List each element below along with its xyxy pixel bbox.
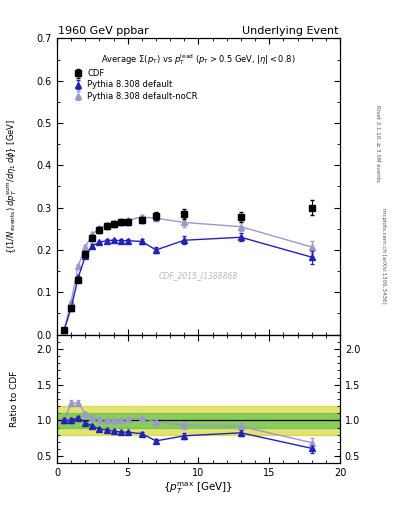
Text: 1960 GeV ppbar: 1960 GeV ppbar xyxy=(58,26,149,36)
X-axis label: $\{p_T^{\rm max}$ [GeV]$\}$: $\{p_T^{\rm max}$ [GeV]$\}$ xyxy=(163,481,233,497)
Text: Rivet 3.1.10, ≥ 3.5M events: Rivet 3.1.10, ≥ 3.5M events xyxy=(375,105,380,182)
Y-axis label: Ratio to CDF: Ratio to CDF xyxy=(10,371,19,427)
Text: mcplots.cern.ch [arXiv:1306.3436]: mcplots.cern.ch [arXiv:1306.3436] xyxy=(381,208,386,304)
Text: Average $\Sigma(p_{\rm T})$ vs $p_{\rm T}^{\rm lead}$ $(p_{\rm T} > 0.5$ GeV, $|: Average $\Sigma(p_{\rm T})$ vs $p_{\rm T… xyxy=(101,52,296,67)
Text: CDF_2015_I1388868: CDF_2015_I1388868 xyxy=(159,271,238,280)
Y-axis label: $\{(1/N_{\rm events})\; dp_T^{\rm sum}/d\eta_1\, d\phi\}$ [GeV]: $\{(1/N_{\rm events})\; dp_T^{\rm sum}/d… xyxy=(5,119,19,254)
Text: Underlying Event: Underlying Event xyxy=(242,26,339,36)
Legend: CDF, Pythia 8.308 default, Pythia 8.308 default-noCR: CDF, Pythia 8.308 default, Pythia 8.308 … xyxy=(70,68,199,102)
